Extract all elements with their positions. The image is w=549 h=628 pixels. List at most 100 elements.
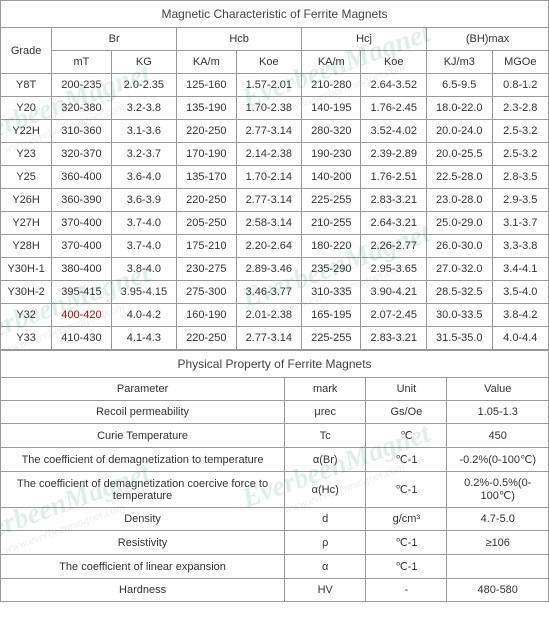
col-koe2: Koe bbox=[361, 51, 427, 74]
cell-value: 27.0-32.0 bbox=[427, 258, 493, 281]
cell-value: 0.8-1.2 bbox=[492, 74, 548, 97]
cell-value: 210-280 bbox=[302, 74, 361, 97]
cell-value: 190-230 bbox=[302, 143, 361, 166]
cell-value: 1.05-1.3 bbox=[447, 401, 549, 424]
cell-value: 3.95-4.15 bbox=[111, 281, 177, 304]
cell-value: 2.9-3.5 bbox=[492, 189, 548, 212]
cell-value: 320-370 bbox=[52, 143, 111, 166]
cell-value: 20.0-24.0 bbox=[427, 120, 493, 143]
cell-value: 25.0-29.0 bbox=[427, 212, 493, 235]
cell-grade: Y26H bbox=[1, 189, 52, 212]
cell-value: 135-190 bbox=[177, 97, 236, 120]
cell-value: 22.5-28.0 bbox=[427, 166, 493, 189]
cell-value: 2.95-3.65 bbox=[361, 258, 427, 281]
cell-value: 225-255 bbox=[302, 189, 361, 212]
cell-value: 3.5-4.0 bbox=[492, 281, 548, 304]
cell-value: 2.5-3.2 bbox=[492, 120, 548, 143]
cell-value: 3.4-4.1 bbox=[492, 258, 548, 281]
cell-value: 1.70-2.38 bbox=[236, 97, 302, 120]
table-title: Magnetic Characteristic of Ferrite Magne… bbox=[1, 1, 549, 28]
cell-value: 3.46-3.77 bbox=[236, 281, 302, 304]
cell-value: 1.57-2.01 bbox=[236, 74, 302, 97]
cell-value: ≥106 bbox=[447, 531, 549, 555]
cell-grade: Y23 bbox=[1, 143, 52, 166]
cell-value: 2.01-2.38 bbox=[236, 304, 302, 327]
table-row: Curie TemperatureTc℃450 bbox=[1, 424, 549, 448]
cell-mark: Tc bbox=[285, 424, 366, 448]
cell-mark: α(Br) bbox=[285, 448, 366, 472]
cell-value: 235-290 bbox=[302, 258, 361, 281]
cell-grade: Y20 bbox=[1, 97, 52, 120]
cell-mark: HV bbox=[285, 579, 366, 602]
table-row: The coefficient of linear expansionα℃-1 bbox=[1, 555, 549, 579]
cell-unit: - bbox=[366, 579, 447, 602]
cell-value: 310-335 bbox=[302, 281, 361, 304]
cell-value: 3.1-3.7 bbox=[492, 212, 548, 235]
cell-value: 4.0-4.4 bbox=[492, 327, 548, 350]
cell-unit: ℃-1 bbox=[366, 472, 447, 508]
cell-value: 20.0-25.5 bbox=[427, 143, 493, 166]
cell-value: 220-250 bbox=[177, 120, 236, 143]
cell-unit: Gs/Oe bbox=[366, 401, 447, 424]
cell-grade: Y30H-1 bbox=[1, 258, 52, 281]
cell-value: 280-320 bbox=[302, 120, 361, 143]
cell-value: 26.0-30.0 bbox=[427, 235, 493, 258]
cell-value: 4.7-5.0 bbox=[447, 508, 549, 531]
cell-value: 180-220 bbox=[302, 235, 361, 258]
cell-value: 23.0-28.0 bbox=[427, 189, 493, 212]
page-wrap: EverbeenMagnetwww.everbeenmagnet.com Eve… bbox=[0, 0, 549, 602]
col-hcb: Hcb bbox=[177, 28, 302, 51]
col-kg: KG bbox=[111, 51, 177, 74]
cell-value: 2.58-3.14 bbox=[236, 212, 302, 235]
cell-value: 2.64-3.21 bbox=[361, 212, 427, 235]
cell-value: 2.83-3.21 bbox=[361, 189, 427, 212]
table-title: Physical Property of Ferrite Magnets bbox=[1, 351, 549, 378]
cell-grade: Y8T bbox=[1, 74, 52, 97]
table-row: The coefficient of demagnetization to te… bbox=[1, 448, 549, 472]
header-row-1: Grade Br Hcb Hcj (BH)max bbox=[1, 28, 549, 51]
cell-unit: ℃ bbox=[366, 424, 447, 448]
cell-value: 400-420 bbox=[52, 304, 111, 327]
cell-value: 2.8-3.5 bbox=[492, 166, 548, 189]
cell-value: 2.83-3.21 bbox=[361, 327, 427, 350]
cell-value: 4.0-4.2 bbox=[111, 304, 177, 327]
cell-value: 200-235 bbox=[52, 74, 111, 97]
cell-value: 205-250 bbox=[177, 212, 236, 235]
cell-value: 3.2-3.7 bbox=[111, 143, 177, 166]
cell-value: 380-400 bbox=[52, 258, 111, 281]
table-row: Recoil permeabilityμrecGs/Oe1.05-1.3 bbox=[1, 401, 549, 424]
col-value: Value bbox=[447, 378, 549, 401]
cell-mark: ρ bbox=[285, 531, 366, 555]
cell-value: 1.70-2.14 bbox=[236, 166, 302, 189]
cell-value: 2.77-3.14 bbox=[236, 120, 302, 143]
cell-value: 225-255 bbox=[302, 327, 361, 350]
cell-value: 31.5-35.0 bbox=[427, 327, 493, 350]
table-row: Y22H310-3603.1-3.6220-2502.77-3.14280-32… bbox=[1, 120, 549, 143]
cell-value: 360-400 bbox=[52, 166, 111, 189]
cell-value: 2.20-2.64 bbox=[236, 235, 302, 258]
cell-value: 2.07-2.45 bbox=[361, 304, 427, 327]
cell-value: 275-300 bbox=[177, 281, 236, 304]
cell-value: 3.1-3.6 bbox=[111, 120, 177, 143]
col-grade: Grade bbox=[1, 28, 52, 74]
col-kam1: KA/m bbox=[177, 51, 236, 74]
col-kjm3: KJ/m3 bbox=[427, 51, 493, 74]
cell-value: 4.1-4.3 bbox=[111, 327, 177, 350]
header-row: Parameter mark Unit Value bbox=[1, 378, 549, 401]
cell-value: 3.3-3.8 bbox=[492, 235, 548, 258]
table-row: Y28H370-4003.7-4.0175-2102.20-2.64180-22… bbox=[1, 235, 549, 258]
col-mark: mark bbox=[285, 378, 366, 401]
cell-grade: Y22H bbox=[1, 120, 52, 143]
cell-value: 220-250 bbox=[177, 189, 236, 212]
cell-value: 165-195 bbox=[302, 304, 361, 327]
cell-value: 2.64-3.52 bbox=[361, 74, 427, 97]
cell-value: 3.8-4.2 bbox=[492, 304, 548, 327]
table-title-row: Magnetic Characteristic of Ferrite Magne… bbox=[1, 1, 549, 28]
table-row: Y23320-3703.2-3.7170-1902.14-2.38190-230… bbox=[1, 143, 549, 166]
cell-value: 230-275 bbox=[177, 258, 236, 281]
cell-unit: g/cm³ bbox=[366, 508, 447, 531]
cell-parameter: The coefficient of demagnetization coerc… bbox=[1, 472, 285, 508]
cell-value: -0.2%(0-100℃) bbox=[447, 448, 549, 472]
cell-value: 0.2%-0.5%(0-100℃) bbox=[447, 472, 549, 508]
col-koe1: Koe bbox=[236, 51, 302, 74]
